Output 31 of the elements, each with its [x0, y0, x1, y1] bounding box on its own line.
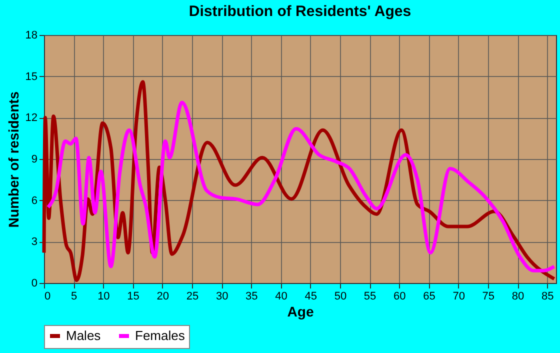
y-tick-label: 9: [31, 154, 38, 166]
x-tick-label: 55: [364, 290, 376, 302]
y-tick-label: 3: [31, 236, 38, 248]
x-tick-label: 0: [44, 290, 51, 302]
chart-title: Distribution of Residents' Ages: [188, 3, 412, 20]
x-tick-label: 70: [452, 290, 465, 302]
x-tick-label: 85: [541, 290, 554, 302]
x-tick-label: 40: [275, 290, 288, 302]
x-tick-label: 50: [334, 290, 347, 302]
x-axis-title: Age: [287, 304, 314, 320]
x-tick-label: 20: [156, 290, 170, 302]
y-tick-label: 18: [25, 30, 38, 42]
x-tick-label: 80: [512, 290, 524, 302]
y-axis-title: Number of residents: [5, 91, 22, 228]
x-tick-label: 65: [423, 290, 436, 302]
x-tick-label: 45: [304, 290, 317, 302]
x-tick-label: 30: [216, 290, 228, 302]
line-series: [46, 100, 556, 272]
x-tick-label: 25: [186, 290, 199, 302]
x-tick-label: 35: [246, 290, 258, 302]
x-tick-label: 5: [71, 290, 78, 302]
y-tick-label: 6: [31, 194, 38, 207]
x-tick-label: 75: [482, 290, 495, 302]
x-tick-label: 10: [98, 290, 110, 302]
x-tick-label: 15: [127, 290, 140, 302]
x-tick-label: 60: [394, 290, 406, 302]
y-tick-label: 12: [25, 112, 38, 124]
legend-label: Females: [135, 328, 186, 343]
y-tick-label: 15: [25, 70, 38, 83]
y-tick-label: 0: [31, 278, 38, 290]
legend-label: Males: [66, 328, 102, 343]
